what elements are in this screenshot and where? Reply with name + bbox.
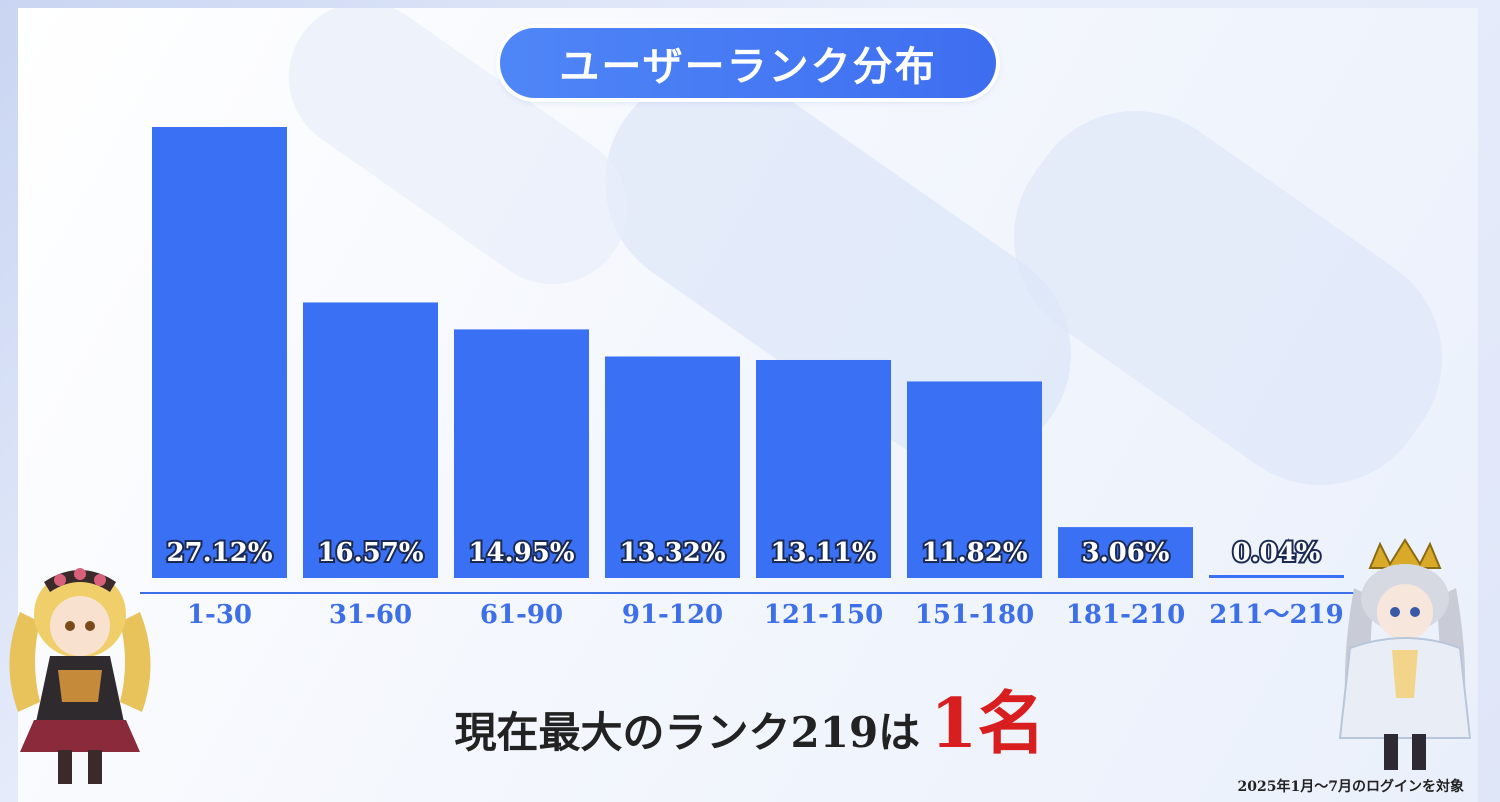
category-label: 1-30 xyxy=(187,600,252,630)
bar-value-label: 13.11% xyxy=(770,538,876,568)
girl-character-illustration xyxy=(9,568,151,784)
chart-title: ユーザーランク分布 xyxy=(559,44,937,90)
category-label: 31-60 xyxy=(329,600,412,630)
category-label: 91-120 xyxy=(622,600,723,630)
headline-text: 現在最大のランク219は xyxy=(454,708,921,757)
bar-value-label: 27.12% xyxy=(166,538,272,568)
bar-value-label: 3.06% xyxy=(1081,538,1169,568)
title-banner: ユーザーランク分布 xyxy=(500,28,996,98)
bar xyxy=(152,127,287,578)
bar-value-label: 13.32% xyxy=(619,538,725,568)
bar xyxy=(907,381,1042,578)
category-label: 211～219 xyxy=(1209,600,1344,630)
category-label: 151-180 xyxy=(915,600,1034,630)
bar xyxy=(303,302,438,578)
footnote: 2025年1月～7月のログインを対象 xyxy=(1237,779,1464,795)
bar xyxy=(605,356,740,578)
category-label: 61-90 xyxy=(480,600,563,630)
bar xyxy=(1058,527,1193,578)
category-label: 181-210 xyxy=(1066,600,1185,630)
headline-count: 1名 xyxy=(930,684,1046,764)
bar xyxy=(756,359,891,578)
bar-value-label: 0.04% xyxy=(1232,538,1320,568)
bar-value-label: 14.95% xyxy=(468,538,574,568)
headline: 現在最大のランク219は 1名 xyxy=(0,668,1500,768)
bar xyxy=(1209,575,1344,578)
bar-value-label: 16.57% xyxy=(317,538,423,568)
bar-value-label: 11.82% xyxy=(921,538,1027,568)
crowned-character-illustration xyxy=(1338,538,1472,770)
bar xyxy=(454,329,589,578)
category-label: 121-150 xyxy=(764,600,883,630)
